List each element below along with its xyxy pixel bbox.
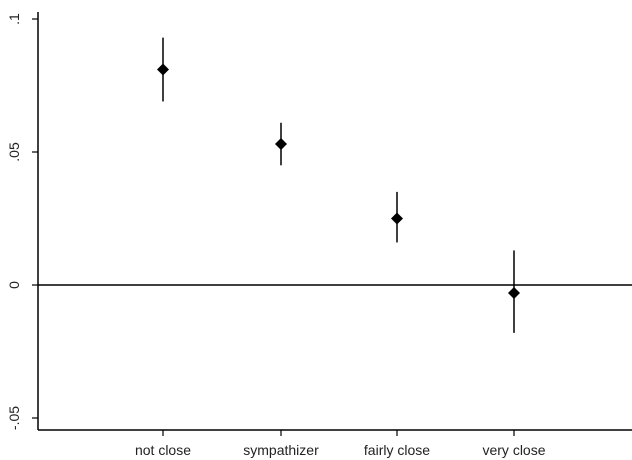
y-tick-label: .05 [6, 142, 22, 162]
x-tick-label: sympathizer [243, 442, 319, 458]
x-tick-label: not close [135, 442, 191, 458]
x-tick-label: very close [482, 442, 545, 458]
points [157, 63, 520, 299]
y-tick-label: .1 [6, 13, 22, 25]
y-ticks: -.05 0 .05 .1 [6, 13, 38, 430]
data-point-marker [508, 286, 520, 299]
data-point-marker [275, 138, 287, 151]
y-tick-label: -.05 [6, 406, 22, 430]
y-tick-label: 0 [6, 281, 22, 289]
x-ticks: not close sympathizer fairly close very clo… [135, 430, 546, 458]
x-tick-label: fairly close [364, 442, 430, 458]
data-point-marker [157, 63, 169, 76]
data-point-marker [391, 212, 403, 225]
